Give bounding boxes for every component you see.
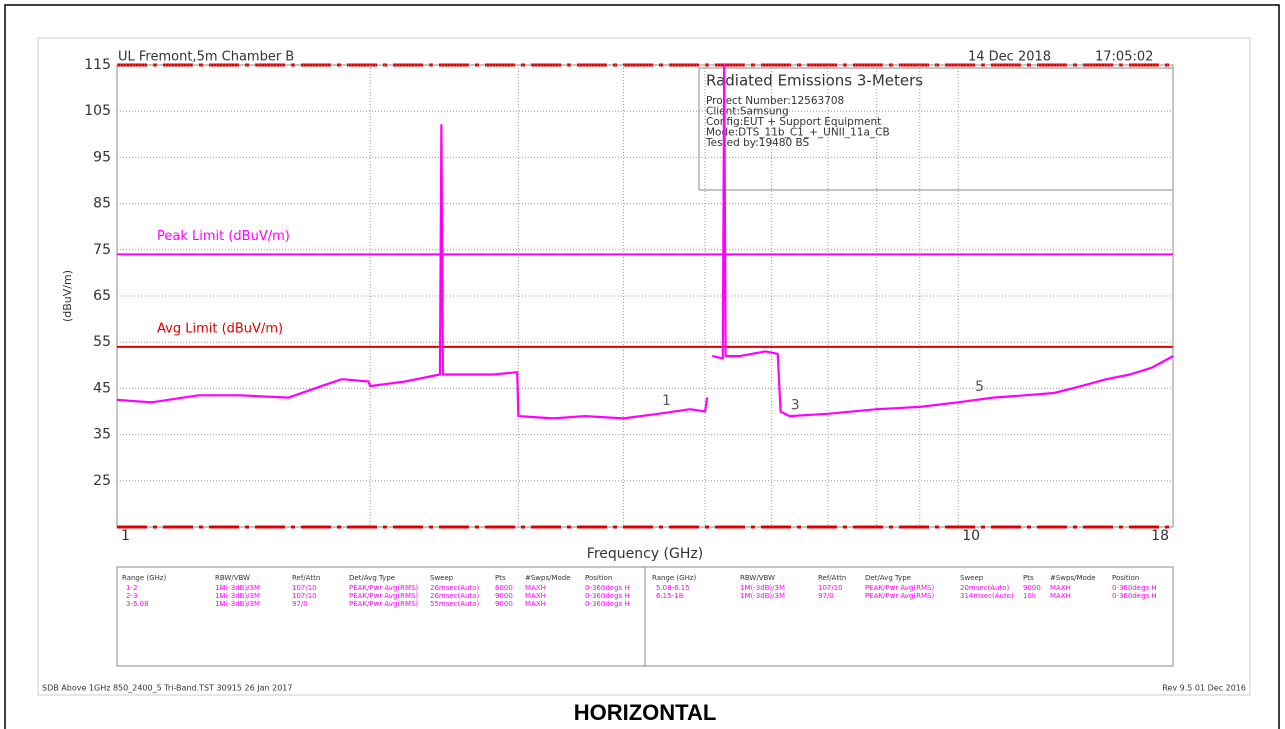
table-cell: MAXH — [525, 592, 546, 600]
y-tick-label: 75 — [93, 242, 111, 258]
table-header: #Swps/Mode — [525, 574, 571, 582]
inner-frame — [37, 37, 1251, 696]
limit-label: Avg Limit (dBuV/m) — [157, 321, 283, 336]
info-line: Client:Samsung — [706, 106, 789, 118]
table-cell: 26msec(Auto) — [430, 592, 480, 600]
table-cell: PEAK/Pwr Avg(RMS) — [865, 584, 934, 592]
outer-frame — [4, 4, 1280, 729]
table-cell: 107/10 — [292, 584, 317, 592]
info-line: Project Number:12563708 — [706, 95, 844, 107]
info-line: Tested by:19480 BS — [705, 137, 810, 149]
table-header: Sweep — [430, 574, 454, 582]
info-line: Mode:DTS_11b_C1_+_UNII_11a_CB — [706, 127, 890, 139]
marker-label: 3 — [791, 398, 800, 414]
x-tick-label: 18 — [1151, 528, 1169, 544]
info-title: Radiated Emissions 3-Meters — [706, 72, 923, 90]
y-tick-label: 95 — [93, 149, 111, 165]
table-cell: 5.08-6.15 — [656, 584, 690, 592]
info-box — [698, 67, 1174, 191]
table-cell: 0-360degs H — [1112, 584, 1157, 592]
table-cell: PEAK/Pwr Avg(RMS) — [349, 592, 418, 600]
table-cell: 97/0 — [818, 592, 834, 600]
table-cell: 6000 — [495, 584, 513, 592]
table-cell: MAXH — [525, 600, 546, 608]
y-tick-label: 45 — [93, 380, 111, 396]
table-cell: 0-360degs H — [585, 592, 630, 600]
caption: HORIZONTAL — [574, 700, 717, 725]
table-header: Det/Avg Type — [865, 574, 911, 582]
table-header: Sweep — [960, 574, 984, 582]
y-tick-label: 25 — [93, 473, 111, 489]
table-header: RBW/VBW — [215, 574, 250, 582]
y-tick-label: 85 — [93, 196, 111, 212]
x-axis-label: Frequency (GHz) — [587, 546, 703, 562]
marker-label: 5 — [975, 379, 984, 395]
table-cell: MAXH — [1050, 584, 1071, 592]
table-cell: 2-3 — [126, 592, 137, 600]
marker-label: 1 — [662, 393, 671, 409]
table-cell: 1M(-3dB)/3M — [215, 584, 260, 592]
table-cell: 9000 — [1023, 584, 1041, 592]
table-cell: 314msec(Auto) — [960, 592, 1014, 600]
table-header: Range (GHz) — [652, 574, 697, 582]
header-time: 17:05:02 — [1095, 50, 1153, 65]
table-cell: 9000 — [495, 592, 513, 600]
table-cell: 1M(-3dB)/3M — [215, 600, 260, 608]
table-cell: PEAK/Pwr Avg(RMS) — [349, 600, 418, 608]
table-cell: 97/0 — [292, 600, 308, 608]
table-header: Position — [1112, 574, 1139, 582]
table-cell: PEAK/Pwr Avg(RMS) — [349, 584, 418, 592]
table-header: Range (GHz) — [122, 574, 167, 582]
footer-right: Rev 9.5 01 Dec 2016 — [1162, 684, 1246, 693]
table-cell: 1M(-3dB)/3M — [215, 592, 260, 600]
table-cell: 55msec(Auto) — [430, 600, 480, 608]
y-tick-label: 35 — [93, 427, 111, 443]
table-cell: 9000 — [495, 600, 513, 608]
table-header: Pts — [495, 574, 506, 582]
table-header: #Swps/Mode — [1050, 574, 1096, 582]
y-axis-label: (dBuV/m) — [61, 270, 74, 322]
y-tick-label: 105 — [84, 103, 111, 119]
table-cell: MAXH — [525, 584, 546, 592]
y-tick-label: 115 — [84, 57, 111, 73]
limit-label: Peak Limit (dBuV/m) — [157, 229, 290, 244]
table-header: Position — [585, 574, 612, 582]
table-cell: 3-5.08 — [126, 600, 149, 608]
table-cell: 1M(-3dB)/3M — [740, 584, 785, 592]
table-cell: 107/10 — [818, 584, 843, 592]
table-cell: 1M(-3dB)/3M — [740, 592, 785, 600]
table-cell: MAXH — [1050, 592, 1071, 600]
table-cell: 1-2 — [126, 584, 137, 592]
y-tick-label: 55 — [93, 334, 111, 350]
table-cell: 107/10 — [292, 592, 317, 600]
table-cell: 20msec(Auto) — [960, 584, 1010, 592]
table-header: Pts — [1023, 574, 1034, 582]
table-cell: 10k — [1023, 592, 1037, 600]
table-cell: 0-360degs H — [585, 600, 630, 608]
footer-left: SDB Above 1GHz 850_2400_5 Tri-Band.TST 3… — [42, 684, 292, 693]
header-date: 14 Dec 2018 — [968, 50, 1051, 65]
header-left: UL Fremont,5m Chamber B — [118, 50, 294, 65]
trace — [116, 63, 1174, 420]
table-header: Ref/Attn — [818, 574, 846, 582]
info-line: Config:EUT + Support Equipment — [706, 116, 881, 128]
x-tick-label: 1 — [121, 528, 130, 544]
table-header: Det/Avg Type — [349, 574, 395, 582]
table-cell: PEAK/Pwr Avg(RMS) — [865, 592, 934, 600]
table-cell: 6.15-18 — [656, 592, 683, 600]
table-cell: 26msec(Auto) — [430, 584, 480, 592]
x-tick-label: 10 — [962, 528, 980, 544]
y-tick-label: 65 — [93, 288, 111, 304]
table-header: RBW/VBW — [740, 574, 775, 582]
table-cell: 0-360degs H — [1112, 592, 1157, 600]
table-cell: 0-360degs H — [585, 584, 630, 592]
table-header: Ref/Attn — [292, 574, 320, 582]
